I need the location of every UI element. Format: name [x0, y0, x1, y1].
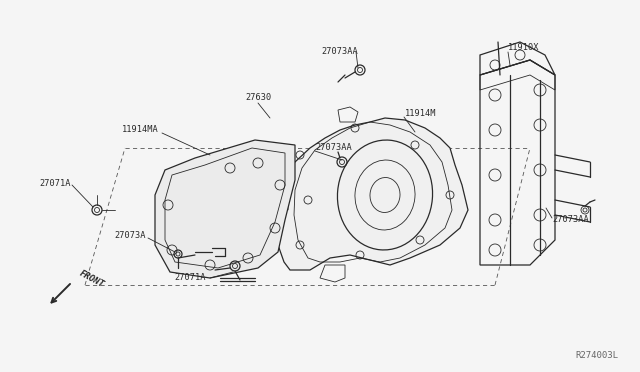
Text: 27073AA: 27073AA: [552, 215, 589, 224]
Text: 27071A: 27071A: [174, 273, 205, 282]
Text: 11914MA: 11914MA: [122, 125, 158, 135]
Text: 11910X: 11910X: [508, 44, 540, 52]
Text: FRONT: FRONT: [78, 269, 106, 289]
Polygon shape: [155, 140, 295, 278]
Text: 27073AA: 27073AA: [315, 142, 352, 151]
Text: 27073AA: 27073AA: [322, 48, 358, 57]
Text: 11914M: 11914M: [405, 109, 436, 118]
Text: 27071A: 27071A: [39, 179, 71, 187]
Text: 27073A: 27073A: [115, 231, 146, 241]
Text: 27630: 27630: [245, 93, 271, 103]
Polygon shape: [275, 118, 468, 270]
Text: R274003L: R274003L: [575, 352, 618, 360]
